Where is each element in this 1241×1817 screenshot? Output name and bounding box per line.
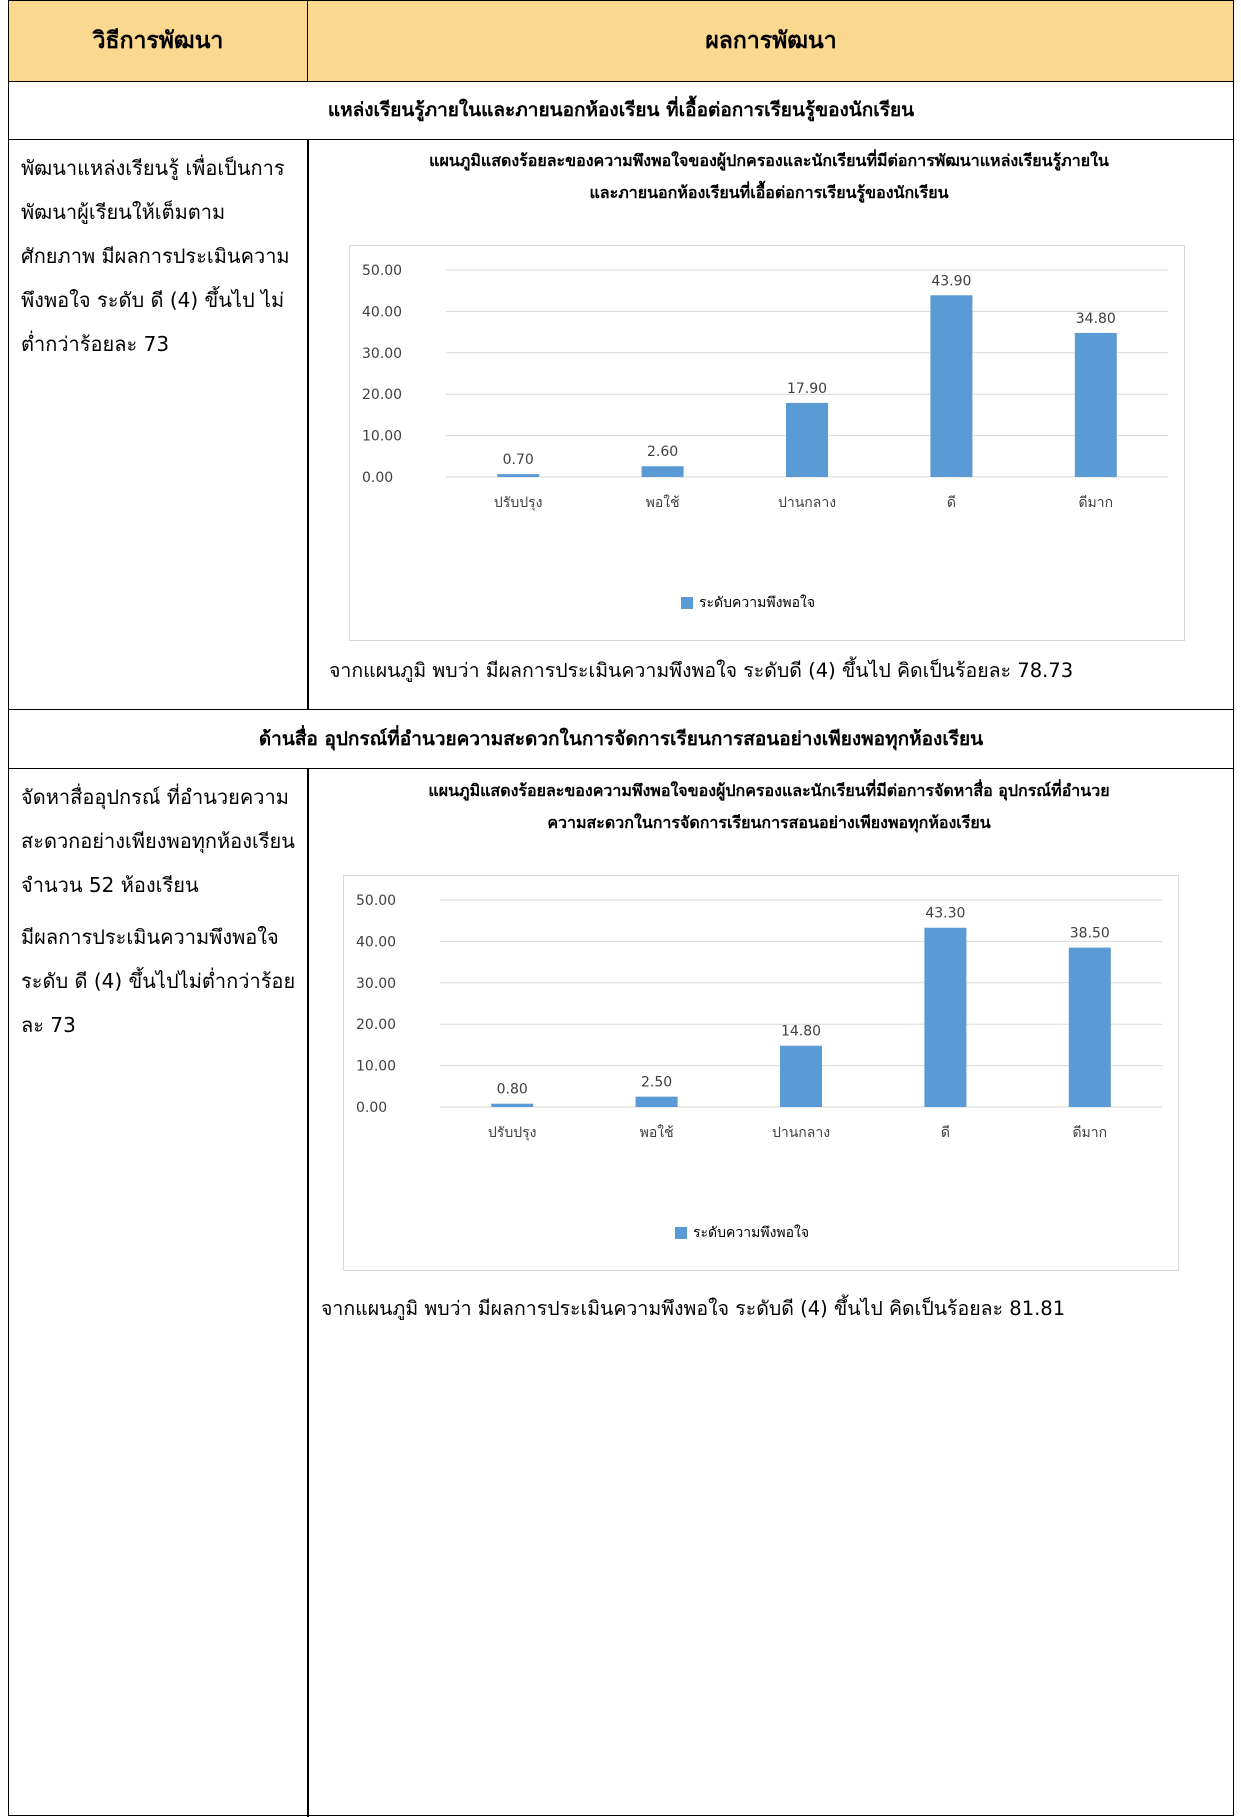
- chart2-title-line1: แผนภูมิแสดงร้อยละของความพึงพอใจของผู้ปกค…: [428, 781, 1110, 800]
- category-label: พอใช้: [646, 494, 680, 511]
- y-tick-label: 50.00: [356, 893, 396, 909]
- category-label: ดี: [947, 495, 956, 511]
- data-label: 2.50: [641, 1075, 672, 1091]
- category-label: พอใช้: [640, 1124, 674, 1141]
- section1-title: แหล่งเรียนรู้ภายในและภายนอกห้องเรียน ที่…: [9, 81, 1233, 140]
- category-label: ปานกลาง: [778, 495, 836, 511]
- header-method: วิธีการพัฒนา: [9, 1, 308, 81]
- chart2-title: แผนภูมิแสดงร้อยละของความพึงพอใจของผู้ปกค…: [319, 775, 1219, 839]
- category-label: ดีมาก: [1078, 495, 1113, 511]
- chart2: 0.00 10.00 20.00 30.00 40.00 50.00 0.80 ปรับปรุ…: [343, 875, 1179, 1271]
- y-tick-label: 0.00: [356, 1100, 387, 1116]
- chart-plot: 0.00 10.00 20.00 30.00 40.00 50.00 0.70 ปรับปรุ…: [362, 263, 1168, 511]
- results-table: วิธีการพัฒนา ผลการพัฒนา แหล่งเรียนรู้ภาย…: [8, 0, 1234, 1817]
- y-tick-label: 20.00: [356, 1017, 396, 1033]
- section2-left-text: จัดหาสื่ออุปกรณ์ ที่อำนวยความสะดวกอย่างเ…: [21, 775, 296, 1047]
- section2-left-text-1: จัดหาสื่ออุปกรณ์ ที่อำนวยความสะดวกอย่างเ…: [21, 785, 295, 897]
- category-label: ดี: [941, 1125, 950, 1141]
- y-tick-label: 40.00: [356, 934, 396, 950]
- bar: [930, 295, 973, 477]
- legend-swatch: [681, 597, 693, 609]
- y-tick-label: 20.00: [362, 387, 402, 403]
- chart1-title: แผนภูมิแสดงร้อยละของความพึงพอใจของผู้ปกค…: [319, 145, 1219, 209]
- chart-plot: 0.00 10.00 20.00 30.00 40.00 50.00 0.80 ปรับปรุ…: [356, 893, 1162, 1141]
- section2-conclusion: จากแผนภูมิ พบว่า มีผลการประเมินความพึงพอ…: [321, 1297, 1066, 1320]
- category-label: ปานกลาง: [772, 1125, 830, 1141]
- legend-label: ระดับความพึงพอใจ: [693, 1225, 810, 1241]
- y-tick-label: 30.00: [362, 346, 402, 362]
- table-header: วิธีการพัฒนา ผลการพัฒนา: [9, 1, 1233, 82]
- bar: [1074, 332, 1117, 477]
- bar: [780, 1045, 822, 1107]
- column-divider: [307, 140, 309, 709]
- section2-title: ด้านสื่อ อุปกรณ์ที่อำนวยความสะดวกในการจั…: [9, 709, 1233, 769]
- bar: [491, 1103, 534, 1107]
- column-divider: [307, 769, 309, 1817]
- category-label: ดีมาก: [1072, 1125, 1107, 1141]
- bar: [635, 1096, 678, 1107]
- bar: [924, 927, 967, 1107]
- header-result: ผลการพัฒนา: [705, 28, 837, 54]
- bar: [497, 474, 540, 477]
- y-tick-label: 40.00: [362, 304, 402, 320]
- data-label: 0.80: [497, 1082, 528, 1098]
- section1-conclusion: จากแผนภูมิ พบว่า มีผลการประเมินความพึงพอ…: [329, 659, 1074, 682]
- chart1: 0.00 10.00 20.00 30.00 40.00 50.00 0.70 ปรับปรุ…: [349, 245, 1185, 641]
- chart1-legend: ระดับความพึงพอใจ: [681, 592, 815, 614]
- y-tick-label: 10.00: [362, 429, 402, 445]
- data-label: 0.70: [503, 452, 534, 468]
- chart2-legend: ระดับความพึงพอใจ: [675, 1222, 809, 1244]
- data-label: 17.90: [787, 381, 827, 397]
- y-tick-label: 30.00: [356, 976, 396, 992]
- data-label: 43.30: [925, 906, 965, 922]
- bar: [786, 402, 828, 477]
- chart1-title-line2: และภายนอกห้องเรียนที่เอื้อต่อการเรียนรู้…: [589, 183, 949, 202]
- data-label: 14.80: [781, 1024, 821, 1040]
- legend-label: ระดับความพึงพอใจ: [699, 595, 816, 611]
- bar: [641, 466, 684, 477]
- category-label: ปรับปรุง: [494, 495, 543, 511]
- data-label: 38.50: [1070, 926, 1110, 942]
- bar: [1068, 947, 1111, 1107]
- category-label: ปรับปรุง: [488, 1125, 537, 1141]
- section1-left-text: พัฒนาแหล่งเรียนรู้ เพื่อเป็นการพัฒนาผู้เ…: [21, 156, 290, 356]
- y-tick-label: 0.00: [362, 470, 393, 486]
- chart1-title-line1: แผนภูมิแสดงร้อยละของความพึงพอใจของผู้ปกค…: [429, 151, 1109, 170]
- y-tick-label: 10.00: [356, 1059, 396, 1075]
- y-tick-label: 50.00: [362, 263, 402, 279]
- data-label: 2.60: [647, 444, 678, 460]
- data-label: 43.90: [931, 273, 971, 289]
- data-label: 34.80: [1076, 311, 1116, 327]
- legend-swatch: [675, 1227, 687, 1239]
- chart2-title-line2: ความสะดวกในการจัดการเรียนการสอนอย่างเพีย…: [547, 813, 991, 832]
- section2-left-text-2: มีผลการประเมินความพึงพอใจ ระดับ ดี (4) ข…: [21, 925, 296, 1037]
